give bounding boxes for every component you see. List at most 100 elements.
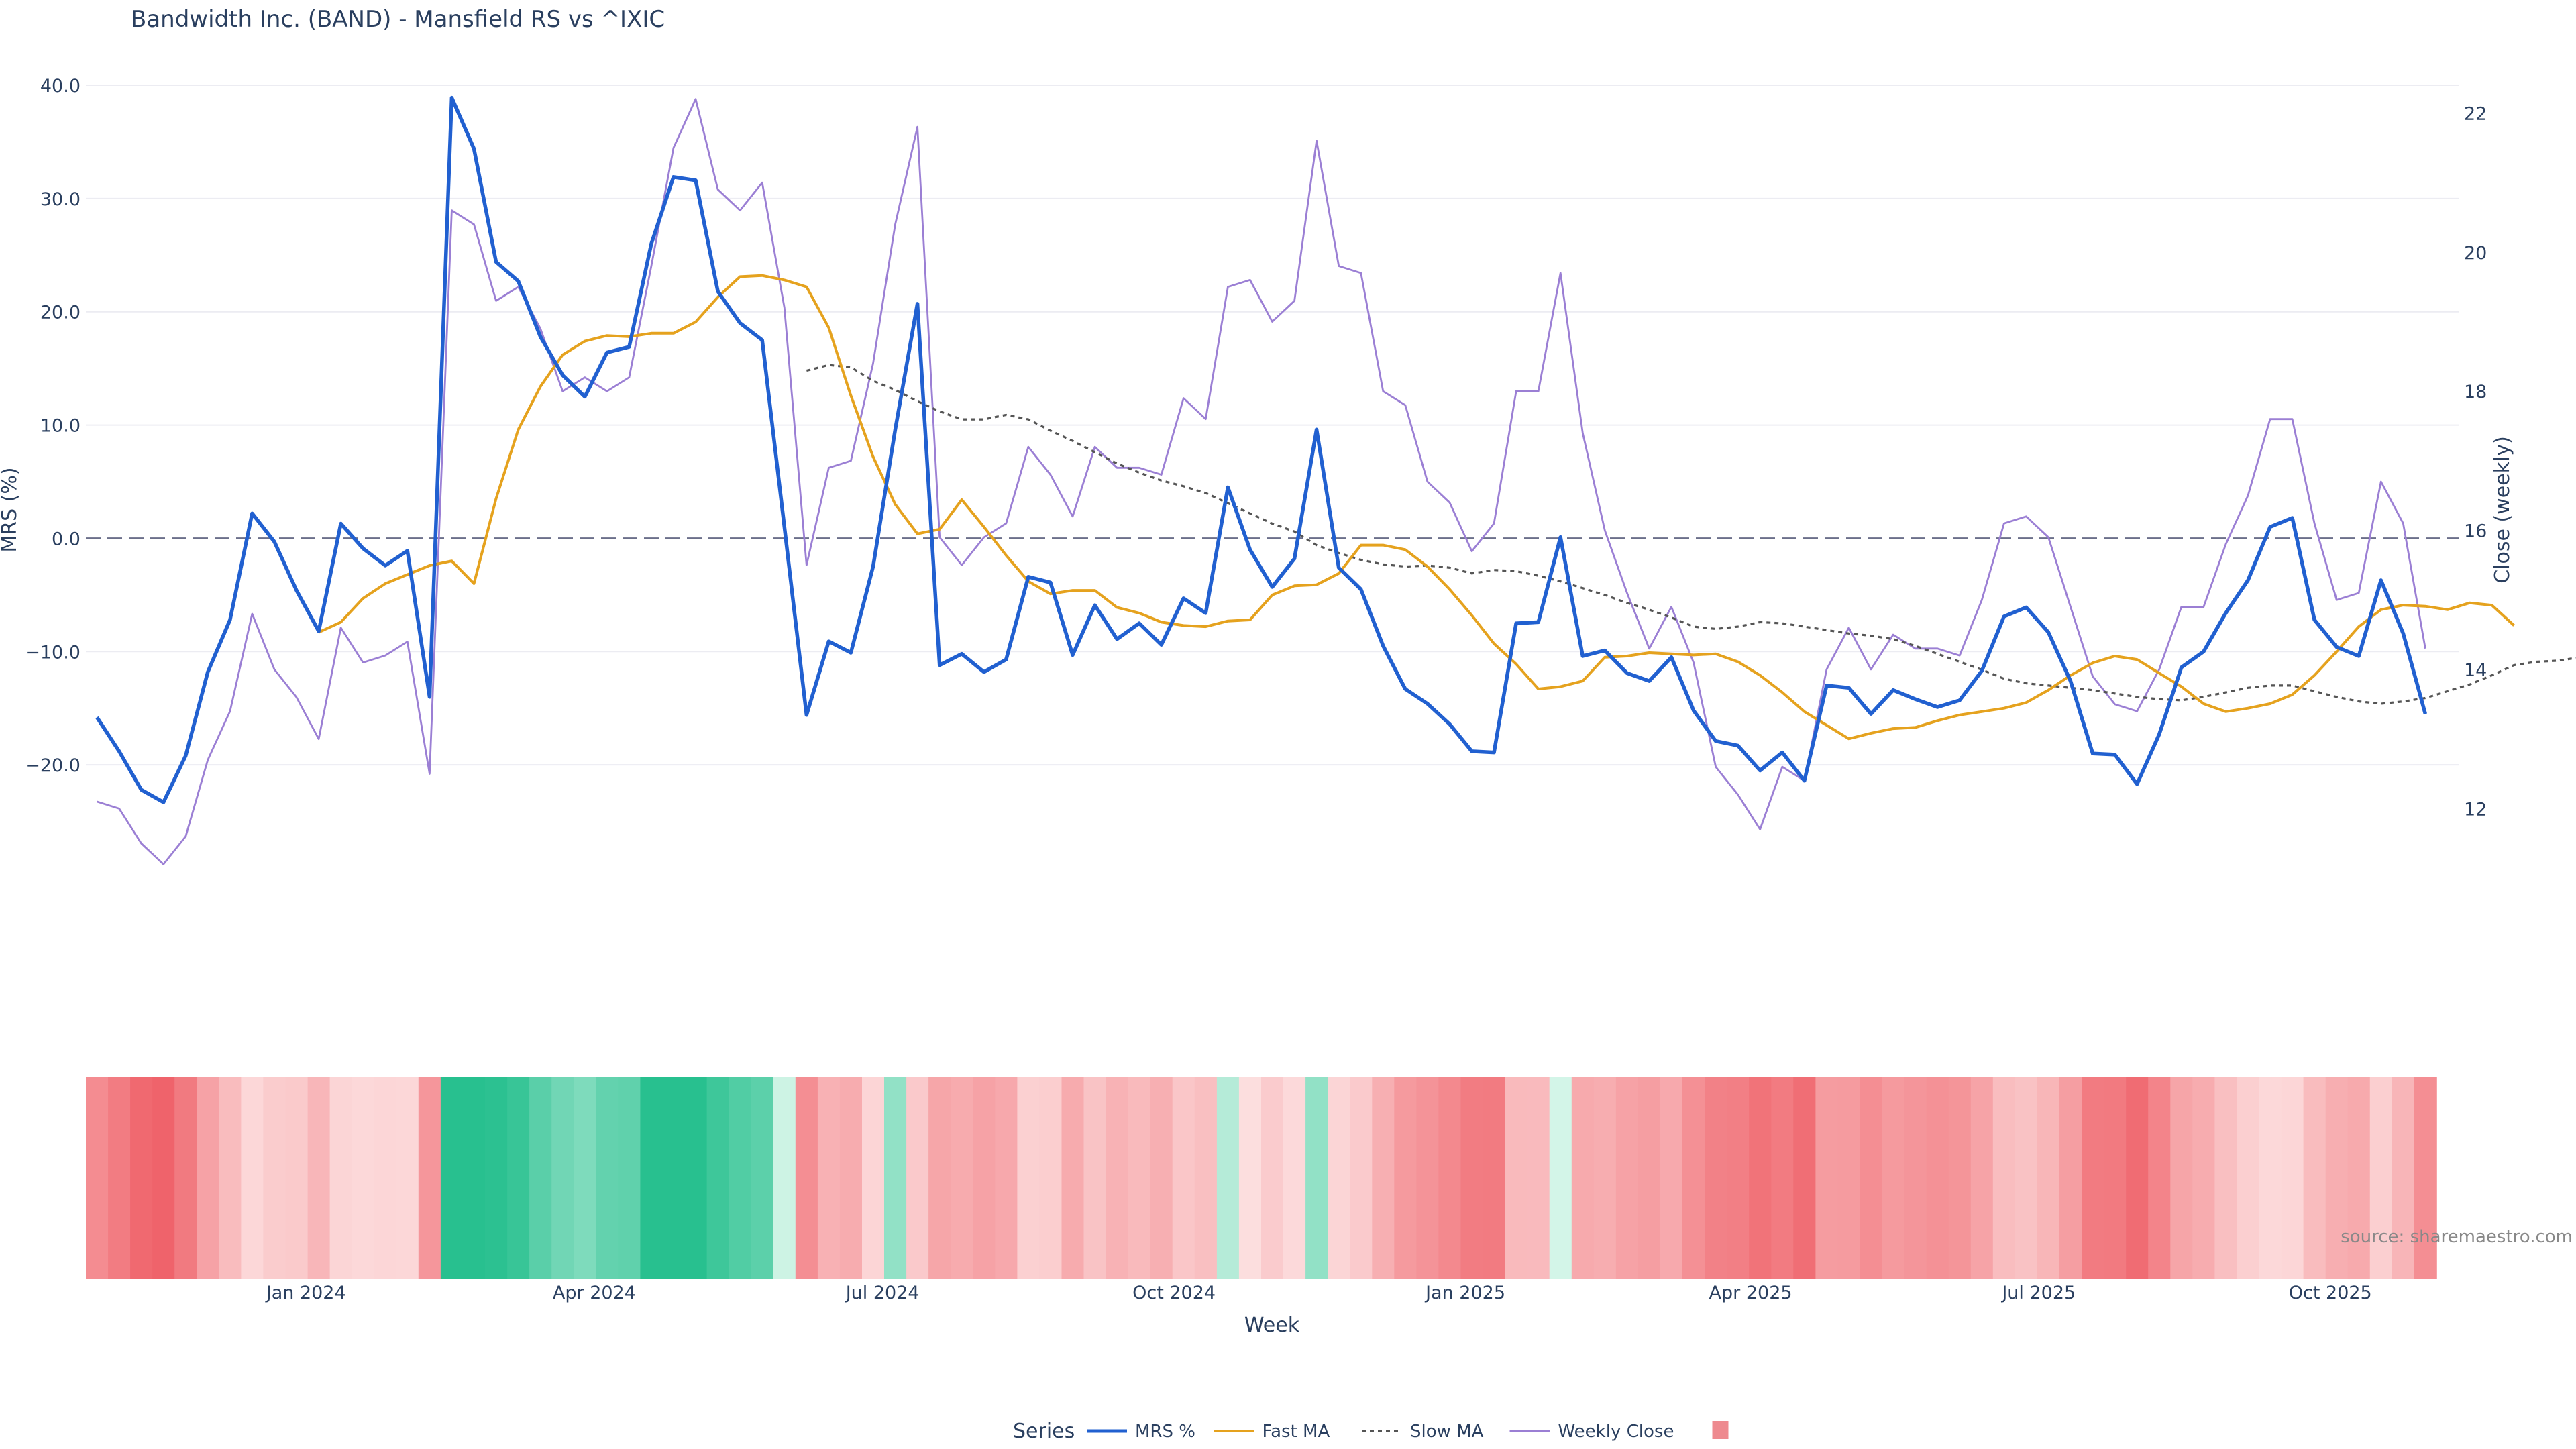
x-tick-label: Apr 2024 (553, 1283, 636, 1303)
y2-tick-label: 18 (2464, 382, 2487, 402)
heatmap-cell (263, 1077, 286, 1279)
heatmap-cell (951, 1077, 974, 1279)
heatmap-cell (1238, 1077, 1262, 1279)
heatmap-cell (1970, 1077, 1994, 1279)
heatmap-cell (219, 1077, 242, 1279)
y2-tick-label: 16 (2464, 521, 2487, 542)
x-axis-label: Week (1244, 1313, 1300, 1337)
heatmap-cell (1992, 1077, 2016, 1279)
heatmap-cell (1460, 1077, 1484, 1279)
heatmap-cell (1305, 1077, 1328, 1279)
heatmap-cell (1815, 1077, 1839, 1279)
y-tick-label: 20.0 (40, 303, 80, 323)
y-axis-label: MRS (%) (0, 467, 21, 552)
heatmap-cell (2325, 1077, 2349, 1279)
heatmap-cell (1727, 1077, 1750, 1279)
heatmap-cell (817, 1077, 841, 1279)
x-tick-label: Jul 2024 (845, 1283, 920, 1303)
x-tick-label: Apr 2025 (1709, 1283, 1792, 1303)
heatmap-cell (1083, 1077, 1107, 1279)
heatmap-cell (463, 1077, 486, 1279)
heatmap-cell (1172, 1077, 1195, 1279)
heatmap-cell (839, 1077, 863, 1279)
x-tick-label: Oct 2025 (2289, 1283, 2372, 1303)
series-line-weekly-close (97, 98, 2426, 865)
heatmap-cell (440, 1077, 464, 1279)
heatmap-cell (1283, 1077, 1306, 1279)
y2-tick-label: 20 (2464, 243, 2487, 264)
heatmap-cell (1128, 1077, 1151, 1279)
series-line-mrs (95, 95, 2428, 804)
heatmap-cell (485, 1077, 508, 1279)
y-tick-label: 40.0 (40, 76, 80, 97)
heatmap-cell (1837, 1077, 1861, 1279)
y2-tick-label: 12 (2464, 799, 2487, 820)
heatmap-cell (596, 1077, 619, 1279)
heatmap-cell (1638, 1077, 1661, 1279)
heatmap-cell (2126, 1077, 2149, 1279)
heatmap-cell (2392, 1077, 2415, 1279)
heatmap-cell (2414, 1077, 2437, 1279)
heatmap-cell (729, 1077, 752, 1279)
heatmap-cell (241, 1077, 264, 1279)
heatmap-cell (928, 1077, 951, 1279)
x-axis-ticks: Jan 2024 Apr 2024 Jul 2024 Oct 2024 Jan 2025… (265, 1283, 2372, 1303)
heatmap-cell (2214, 1077, 2238, 1279)
heatmap-strip (86, 1077, 2437, 1279)
heatmap-cell (973, 1077, 996, 1279)
heatmap-cell (2303, 1077, 2326, 1279)
chart-title: Bandwidth Inc. (BAND) - Mansfield RS vs … (131, 6, 665, 33)
heatmap-cell (906, 1077, 929, 1279)
heatmap-cell (995, 1077, 1018, 1279)
heatmap-cell (2369, 1077, 2393, 1279)
legend-item-label: Fast MA (1263, 1421, 1330, 1442)
legend[interactable]: Series MRS % Fast MA Slow MA Weekly Close (1013, 1419, 1729, 1443)
heatmap-cell (1549, 1077, 1572, 1279)
heatmap-cell (2281, 1077, 2304, 1279)
heatmap-cell (2037, 1077, 2060, 1279)
x-tick-label: Jan 2024 (265, 1283, 346, 1303)
legend-swatch (1712, 1421, 1729, 1439)
heatmap-cell (1328, 1077, 1350, 1279)
heatmap-cell (1216, 1077, 1240, 1279)
heatmap-cell (1904, 1077, 1927, 1279)
heatmap-cell (152, 1077, 176, 1279)
heatmap-cell (418, 1077, 441, 1279)
heatmap-cell (307, 1077, 331, 1279)
heatmap-cell (1483, 1077, 1506, 1279)
heatmap-cell (2259, 1077, 2282, 1279)
heatmap-cell (1106, 1077, 1129, 1279)
heatmap-cell (662, 1077, 686, 1279)
heatmap-cell (795, 1077, 818, 1279)
heatmap-cell (1771, 1077, 1794, 1279)
heatmap-cell (529, 1077, 552, 1279)
y2-tick-label: 14 (2464, 660, 2487, 681)
heatmap-cell (1749, 1077, 1772, 1279)
heatmap-cell (1660, 1077, 1683, 1279)
heatmap-cell (507, 1077, 530, 1279)
heatmap-cell (1793, 1077, 1817, 1279)
y-axis-ticks: 40.0 30.0 20.0 10.0 0.0 −10.0 −20.0 (25, 76, 80, 776)
y-tick-label: 30.0 (40, 189, 80, 210)
heatmap-cell (1194, 1077, 1218, 1279)
y2-axis-label: Close (weekly) (2491, 436, 2514, 584)
heatmap-cell (773, 1077, 796, 1279)
heatmap-cell (1948, 1077, 1972, 1279)
heatmap-cell (751, 1077, 774, 1279)
heatmap-cell (2104, 1077, 2127, 1279)
heatmap-cell (197, 1077, 220, 1279)
heatmap-cell (374, 1077, 397, 1279)
heatmap-cell (706, 1077, 730, 1279)
heatmap-cell (1882, 1077, 1905, 1279)
series-line-fast-ma (318, 274, 2515, 741)
heatmap-cell (684, 1077, 708, 1279)
heatmap-cell (1860, 1077, 1883, 1279)
heatmap-cell (2059, 1077, 2082, 1279)
heatmap-cell (1705, 1077, 1727, 1279)
y-tick-label: −10.0 (25, 642, 80, 663)
x-tick-label: Oct 2024 (1132, 1283, 1216, 1303)
heatmap-cell (2082, 1077, 2104, 1279)
legend-item-label: Weekly Close (1558, 1421, 1674, 1442)
heatmap-cell (618, 1077, 641, 1279)
